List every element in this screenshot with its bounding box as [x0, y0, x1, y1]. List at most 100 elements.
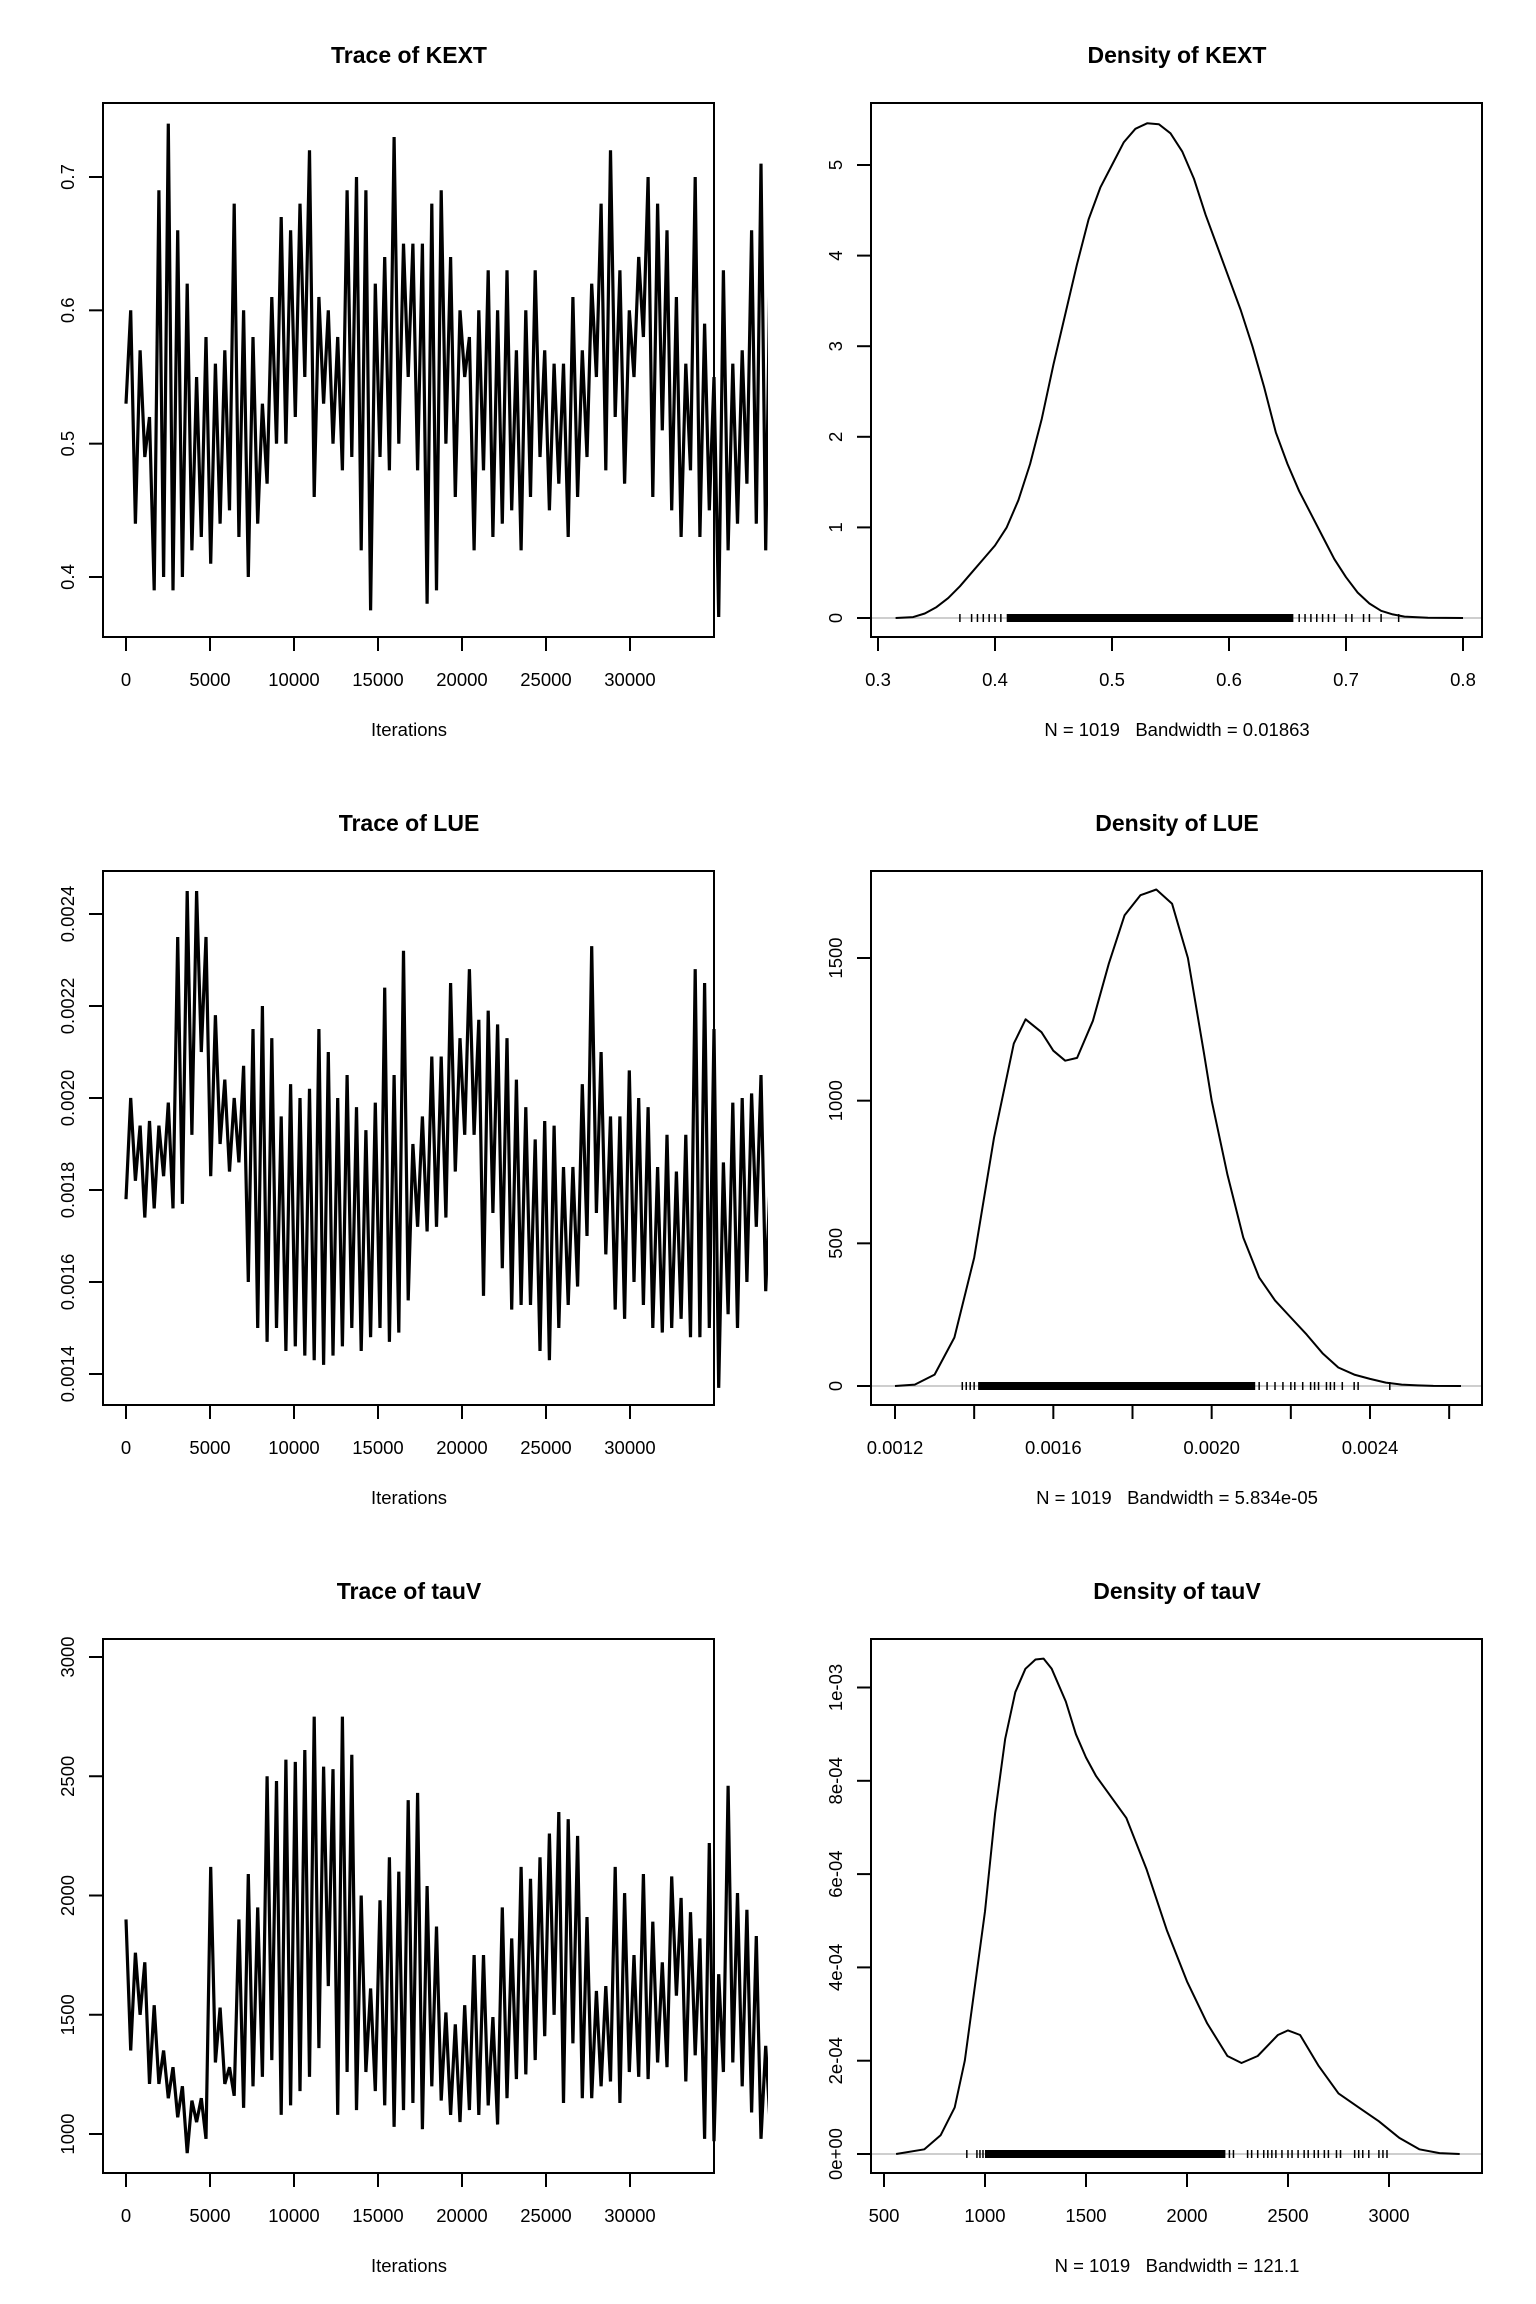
chart-title: Density of KEXT	[1088, 42, 1267, 68]
y-tick-label: 1000	[825, 1080, 846, 1121]
density-kext-panel: Density of KEXT N = 1019 Bandwidth = 0.0…	[768, 0, 1536, 768]
trace-line	[124, 123, 768, 618]
x-tick-label: 0.5	[1099, 669, 1125, 690]
y-tick-label: 0.6	[57, 297, 78, 323]
y-tick-label: 0.7	[57, 164, 78, 190]
x-tick-label: 0.4	[982, 669, 1008, 690]
rug-dense-band	[985, 2150, 1226, 2158]
density-curve	[894, 888, 1462, 1387]
x-tick-label: 2500	[1267, 2205, 1308, 2226]
x-tick-label: 25000	[520, 1437, 571, 1458]
trace-line	[124, 890, 768, 1388]
y-tick-label: 0.5	[57, 431, 78, 457]
x-tick-label: 0.8	[1450, 669, 1476, 690]
x-tick-label: 10000	[268, 2205, 319, 2226]
x-axis-label: N = 1019 Bandwidth = 5.834e-05	[1036, 1487, 1318, 1508]
plot-frame	[102, 102, 715, 638]
x-tick-label: 15000	[352, 1437, 403, 1458]
density-curve	[895, 122, 1464, 619]
chart-title: Trace of tauV	[337, 1578, 482, 1604]
y-tick-label: 1e-03	[825, 1664, 846, 1711]
y-tick-label: 4	[825, 250, 846, 260]
y-tick-label: 0.0024	[57, 886, 78, 943]
plot-frame	[870, 1638, 1483, 2174]
x-tick-label: 15000	[352, 669, 403, 690]
x-tick-label: 30000	[604, 2205, 655, 2226]
y-tick-label: 1000	[57, 2113, 78, 2154]
y-tick-label: 6e-04	[825, 1850, 846, 1897]
trace-lue-panel: Trace of LUE Iterations 0 5000 10000 15000 2…	[0, 768, 768, 1536]
x-axis-label: N = 1019 Bandwidth = 121.1	[1055, 2255, 1300, 2276]
chart-title: Trace of KEXT	[331, 42, 487, 68]
y-tick-label: 2500	[57, 1756, 78, 1797]
density-curve	[895, 1657, 1460, 2155]
y-tick-label: 500	[825, 1228, 846, 1259]
plot-frame	[870, 102, 1483, 638]
plot-frame	[870, 870, 1483, 1406]
y-tick-label: 0.0014	[57, 1346, 78, 1403]
y-tick-label: 0e+00	[825, 2128, 846, 2180]
x-tick-label: 5000	[189, 2205, 230, 2226]
trace-kext-chart: Trace of KEXT Iterations 0 5000 10000 15000…	[57, 42, 768, 740]
y-tick-label: 2000	[57, 1875, 78, 1916]
x-tick-label: 0	[121, 669, 131, 690]
rug-dense-band	[1006, 614, 1294, 622]
x-tick-label: 1500	[1065, 2205, 1106, 2226]
trace-line	[124, 1716, 768, 2154]
x-tick-label: 0.0012	[867, 1437, 924, 1458]
chart-title: Trace of LUE	[339, 810, 480, 836]
x-tick-label: 15000	[352, 2205, 403, 2226]
y-tick-label: 0	[825, 1381, 846, 1391]
x-tick-label: 0	[121, 2205, 131, 2226]
x-tick-label: 0.3	[865, 669, 891, 690]
density-kext-chart: Density of KEXT N = 1019 Bandwidth = 0.0…	[825, 42, 1483, 740]
x-tick-label: 0.6	[1216, 669, 1242, 690]
y-tick-label: 8e-04	[825, 1757, 846, 1804]
x-tick-label: 10000	[268, 1437, 319, 1458]
rug-dense-band	[978, 1382, 1256, 1390]
y-tick-label: 1500	[825, 937, 846, 978]
x-tick-label: 0.0016	[1025, 1437, 1082, 1458]
y-tick-label: 1	[825, 522, 846, 532]
x-tick-label: 20000	[436, 2205, 487, 2226]
x-tick-label: 3000	[1368, 2205, 1409, 2226]
y-tick-label: 2	[825, 432, 846, 442]
x-tick-label: 2000	[1166, 2205, 1207, 2226]
trace-tauv-panel: Trace of tauV Iterations 0 5000 10000 15000…	[0, 1536, 768, 2304]
plot-frame	[102, 870, 715, 1406]
y-tick-label: 5	[825, 160, 846, 170]
x-tick-label: 5000	[189, 669, 230, 690]
x-axis-label: Iterations	[371, 2255, 447, 2276]
y-tick-label: 0.0022	[57, 978, 78, 1035]
y-tick-label: 4e-04	[825, 1944, 846, 1991]
density-tauv-chart: Density of tauV N = 1019 Bandwidth = 121…	[825, 1578, 1483, 2276]
y-tick-label: 3	[825, 341, 846, 351]
x-tick-label: 0	[121, 1437, 131, 1458]
x-tick-label: 30000	[604, 1437, 655, 1458]
x-axis-label: N = 1019 Bandwidth = 0.01863	[1044, 719, 1309, 740]
trace-lue-chart: Trace of LUE Iterations 0 5000 10000 15000 2…	[57, 810, 768, 1508]
trace-tauv-chart: Trace of tauV Iterations 0 5000 10000 15000…	[57, 1578, 768, 2276]
y-tick-label: 0.0016	[57, 1254, 78, 1311]
x-axis-label: Iterations	[371, 1487, 447, 1508]
y-tick-label: 0.0020	[57, 1070, 78, 1127]
y-tick-label: 0	[825, 613, 846, 623]
x-tick-label: 20000	[436, 669, 487, 690]
chart-title: Density of tauV	[1093, 1578, 1261, 1604]
y-tick-label: 0.0018	[57, 1162, 78, 1219]
x-axis-label: Iterations	[371, 719, 447, 740]
x-tick-label: 500	[869, 2205, 900, 2226]
y-tick-label: 2e-04	[825, 2037, 846, 2084]
x-tick-label: 30000	[604, 669, 655, 690]
x-tick-label: 0.0020	[1183, 1437, 1240, 1458]
x-tick-label: 0.7	[1333, 669, 1359, 690]
y-tick-label: 0.4	[57, 564, 78, 590]
trace-kext-panel: Trace of KEXT Iterations 0 5000 10000 15000…	[0, 0, 768, 768]
y-tick-label: 1500	[57, 1994, 78, 2035]
density-tauv-panel: Density of tauV N = 1019 Bandwidth = 121…	[768, 1536, 1536, 2304]
density-lue-panel: Density of LUE N = 1019 Bandwidth = 5.83…	[768, 768, 1536, 1536]
x-tick-label: 25000	[520, 2205, 571, 2226]
chart-title: Density of LUE	[1095, 810, 1259, 836]
y-tick-label: 3000	[57, 1636, 78, 1677]
x-tick-label: 25000	[520, 669, 571, 690]
